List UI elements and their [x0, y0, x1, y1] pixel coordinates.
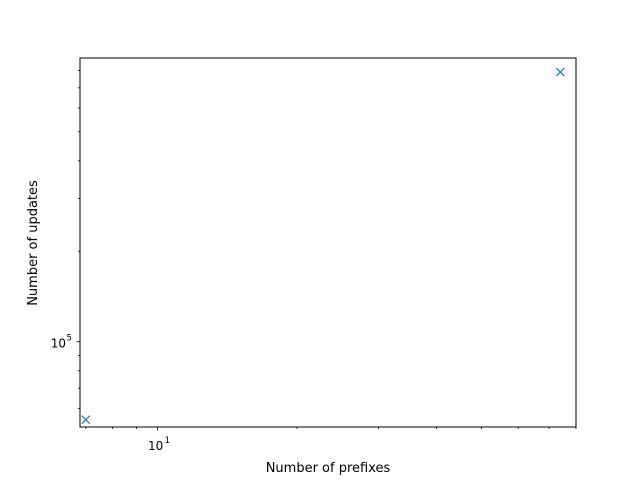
data-points — [81, 67, 565, 425]
axes-frame — [79, 57, 577, 428]
marker-stroke — [555, 67, 565, 77]
x-tick-label: 10 — [148, 439, 163, 453]
data-point-marker — [81, 415, 91, 425]
y-tick-label-exponent: 5 — [67, 334, 72, 344]
y-tick-label: 10 — [51, 337, 66, 351]
data-point-marker — [555, 67, 565, 77]
plot-area — [80, 58, 576, 427]
x-axis-label: Number of prefixes — [266, 461, 391, 476]
x-tick-label-exponent: 1 — [165, 436, 170, 446]
major-ticks: 10 110 5 — [51, 334, 170, 453]
y-axis-label: Number of updates — [26, 180, 41, 306]
marker-stroke — [81, 415, 91, 425]
